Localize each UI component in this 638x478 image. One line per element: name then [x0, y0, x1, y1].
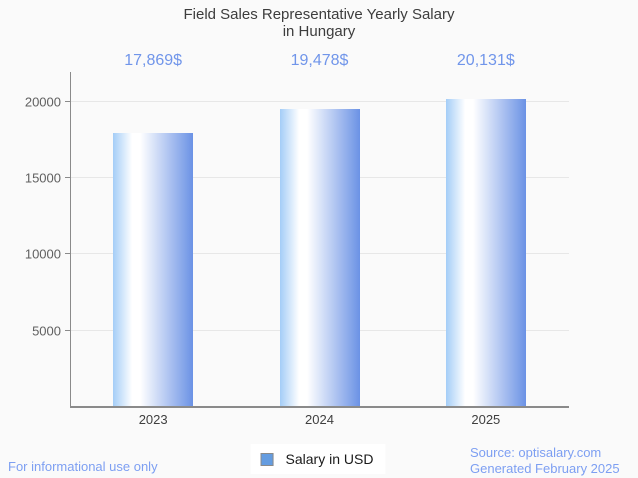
x-tick-label: 2023	[138, 412, 168, 427]
y-axis-tick	[65, 101, 70, 102]
chart-title: Field Sales Representative Yearly Salary…	[0, 6, 638, 40]
bar-2025	[446, 99, 526, 406]
disclaimer-text: For informational use only	[8, 459, 158, 474]
y-tick-label: 10000	[24, 246, 61, 262]
chart-title-line1: Field Sales Representative Yearly Salary	[183, 6, 455, 23]
y-axis-tick	[65, 253, 70, 254]
bar-2024	[280, 109, 360, 406]
source-attribution: Source: optisalary.com Generated Februar…	[470, 445, 620, 477]
legend-label: Salary in USD	[285, 451, 374, 467]
bar-value-label: 17,869$	[124, 52, 183, 69]
generated-text: Generated February 2025	[470, 461, 620, 476]
y-tick-label: 20000	[24, 94, 61, 110]
legend-square-icon	[260, 452, 274, 466]
bar-value-label: 19,478$	[290, 52, 349, 69]
x-tick-label: 2025	[471, 412, 501, 427]
gridline	[71, 101, 569, 102]
bar-2023	[113, 133, 193, 406]
y-tick-label: 5000	[32, 323, 61, 339]
source-text: Source: optisalary.com	[470, 445, 602, 460]
bar-value-label: 20,131$	[456, 52, 515, 69]
legend: Salary in USD	[250, 444, 386, 474]
y-axis-tick	[65, 177, 70, 178]
x-tick-label: 2024	[305, 412, 334, 427]
y-axis-tick	[65, 330, 70, 331]
x-axis	[70, 406, 569, 408]
y-tick-label: 15000	[24, 170, 61, 186]
y-axis	[70, 72, 71, 408]
chart-title-line2: in Hungary	[282, 23, 356, 40]
